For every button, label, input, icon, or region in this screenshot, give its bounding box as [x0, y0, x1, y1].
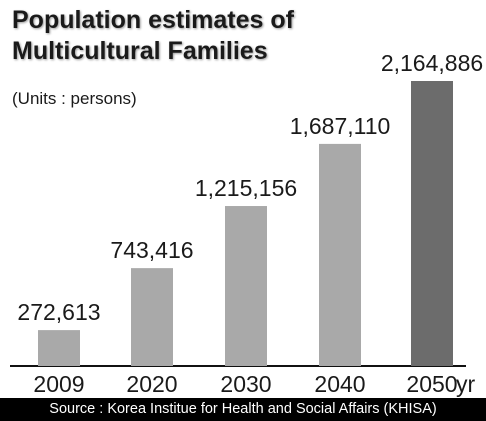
bar-2020 [131, 268, 173, 366]
x-tick-label-2020: 2020 [126, 371, 177, 397]
bar-2030 [225, 206, 267, 366]
chart-units-label: (Units : persons) [12, 89, 137, 108]
bar-2040 [319, 143, 361, 366]
x-axis-unit-label: yr [456, 371, 476, 397]
data-label-2050: 2,164,886 [381, 50, 483, 76]
data-label-2009: 272,613 [17, 299, 100, 325]
x-tick-label-2050: 2050 [406, 371, 457, 397]
source-footer: Source : Korea Institue for Health and S… [0, 398, 486, 421]
x-tick-label-2009: 2009 [33, 371, 84, 397]
chart-title-line-2: Multicultural Families [12, 37, 268, 65]
data-label-2040: 1,687,110 [290, 113, 391, 139]
bar-2050 [411, 81, 453, 366]
chart-title-line-1: Population estimates of [12, 6, 294, 34]
x-tick-label-2030: 2030 [220, 371, 271, 397]
bar-2009 [38, 330, 80, 366]
data-label-2020: 743,416 [110, 237, 193, 263]
x-tick-label-2040: 2040 [314, 371, 365, 397]
data-label-2030: 1,215,156 [195, 175, 297, 201]
